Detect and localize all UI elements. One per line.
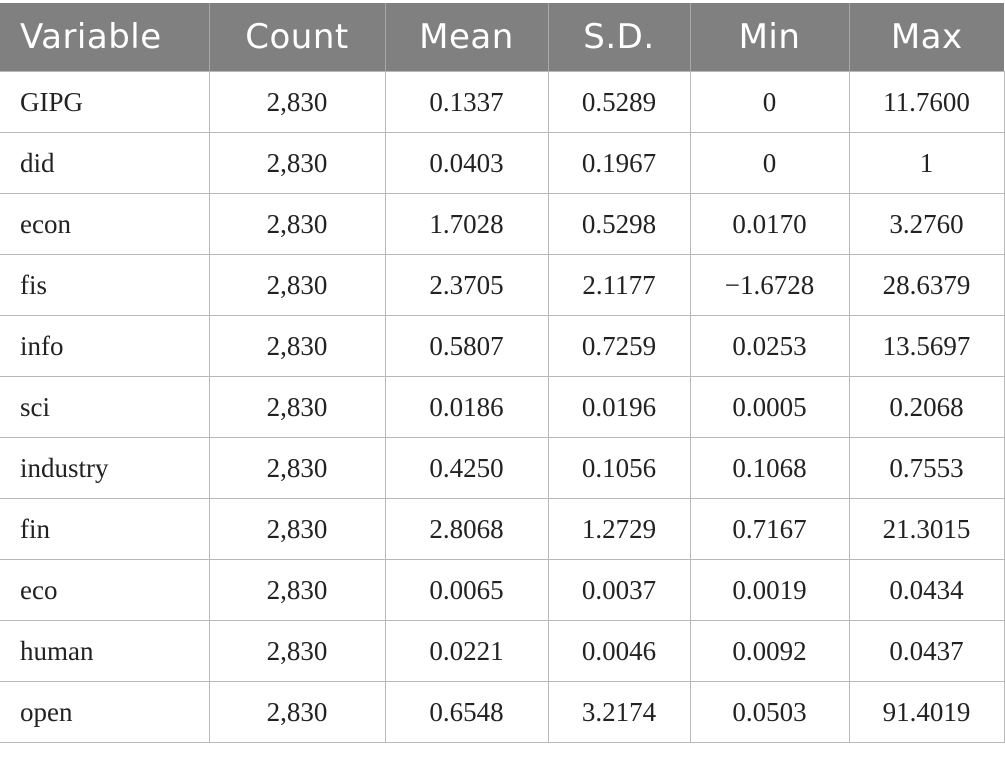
sd-cell: 0.0046	[547, 620, 691, 682]
descriptive-statistics-table: Variable Count Mean S.D. Min Max GIPG 2,8…	[0, 3, 1005, 743]
min-cell: 0.0503	[689, 681, 850, 743]
count-cell: 2,830	[208, 437, 386, 499]
mean-cell: 0.6548	[384, 681, 549, 743]
variable-cell: GIPG	[0, 71, 210, 133]
max-cell: 11.7600	[848, 71, 1005, 133]
mean-cell: 0.0186	[384, 376, 549, 438]
max-cell: 0.0434	[848, 559, 1005, 621]
table-row: GIPG 2,830 0.1337 0.5289 0 11.7600	[0, 71, 1005, 133]
max-cell: 1	[848, 132, 1005, 194]
min-cell: −1.6728	[689, 254, 850, 316]
variable-cell: did	[0, 132, 210, 194]
header-variable: Variable	[0, 3, 209, 72]
sd-cell: 3.2174	[547, 681, 691, 743]
count-cell: 2,830	[208, 620, 386, 682]
descriptive-statistics-table-container: Variable Count Mean S.D. Min Max GIPG 2,8…	[0, 3, 1005, 743]
variable-cell: econ	[0, 193, 210, 255]
table-row: open 2,830 0.6548 3.2174 0.0503 91.4019	[0, 681, 1005, 743]
variable-cell: fis	[0, 254, 210, 316]
min-cell: 0.7167	[689, 498, 850, 560]
table-row: eco 2,830 0.0065 0.0037 0.0019 0.0434	[0, 559, 1005, 621]
table-row: industry 2,830 0.4250 0.1056 0.1068 0.7553	[0, 437, 1005, 499]
count-cell: 2,830	[208, 559, 386, 621]
mean-cell: 0.1337	[384, 71, 549, 133]
header-mean: Mean	[384, 3, 548, 72]
table-row: info 2,830 0.5807 0.7259 0.0253 13.5697	[0, 315, 1005, 377]
count-cell: 2,830	[208, 254, 386, 316]
table-row: fis 2,830 2.3705 2.1177 −1.6728 28.6379	[0, 254, 1005, 316]
header-row: Variable Count Mean S.D. Min Max	[0, 3, 1004, 72]
max-cell: 0.2068	[848, 376, 1005, 438]
mean-cell: 0.0065	[384, 559, 549, 621]
count-cell: 2,830	[208, 71, 386, 133]
min-cell: 0.0019	[689, 559, 850, 621]
max-cell: 0.7553	[848, 437, 1005, 499]
min-cell: 0.0092	[689, 620, 850, 682]
min-cell: 0.0253	[689, 315, 850, 377]
max-cell: 21.3015	[848, 498, 1005, 560]
sd-cell: 0.0196	[547, 376, 691, 438]
sd-cell: 0.5289	[547, 71, 691, 133]
min-cell: 0.1068	[689, 437, 850, 499]
count-cell: 2,830	[208, 498, 386, 560]
header-sd: S.D.	[547, 3, 690, 72]
mean-cell: 0.0221	[384, 620, 549, 682]
count-cell: 2,830	[208, 376, 386, 438]
max-cell: 13.5697	[848, 315, 1005, 377]
table-body: GIPG 2,830 0.1337 0.5289 0 11.7600 did 2,830 0.0…	[0, 71, 1005, 743]
max-cell: 0.0437	[848, 620, 1005, 682]
mean-cell: 2.3705	[384, 254, 549, 316]
mean-cell: 0.0403	[384, 132, 549, 194]
header-count: Count	[208, 3, 385, 72]
table-row: fin 2,830 2.8068 1.2729 0.7167 21.3015	[0, 498, 1005, 560]
sd-cell: 0.1967	[547, 132, 691, 194]
header-min: Min	[689, 3, 849, 72]
sd-cell: 0.7259	[547, 315, 691, 377]
sd-cell: 1.2729	[547, 498, 691, 560]
sd-cell: 0.5298	[547, 193, 691, 255]
max-cell: 3.2760	[848, 193, 1005, 255]
variable-cell: human	[0, 620, 210, 682]
variable-cell: info	[0, 315, 210, 377]
count-cell: 2,830	[208, 193, 386, 255]
mean-cell: 0.5807	[384, 315, 549, 377]
mean-cell: 1.7028	[384, 193, 549, 255]
variable-cell: open	[0, 681, 210, 743]
variable-cell: eco	[0, 559, 210, 621]
count-cell: 2,830	[208, 132, 386, 194]
table-row: sci 2,830 0.0186 0.0196 0.0005 0.2068	[0, 376, 1005, 438]
max-cell: 91.4019	[848, 681, 1005, 743]
variable-cell: sci	[0, 376, 210, 438]
min-cell: 0.0170	[689, 193, 850, 255]
table-header: Variable Count Mean S.D. Min Max	[0, 3, 1004, 72]
mean-cell: 0.4250	[384, 437, 549, 499]
variable-cell: fin	[0, 498, 210, 560]
max-cell: 28.6379	[848, 254, 1005, 316]
count-cell: 2,830	[208, 315, 386, 377]
sd-cell: 0.1056	[547, 437, 691, 499]
min-cell: 0	[689, 132, 850, 194]
variable-cell: industry	[0, 437, 210, 499]
sd-cell: 0.0037	[547, 559, 691, 621]
min-cell: 0	[689, 71, 850, 133]
table-row: did 2,830 0.0403 0.1967 0 1	[0, 132, 1005, 194]
header-max: Max	[848, 3, 1004, 72]
mean-cell: 2.8068	[384, 498, 549, 560]
min-cell: 0.0005	[689, 376, 850, 438]
sd-cell: 2.1177	[547, 254, 691, 316]
count-cell: 2,830	[208, 681, 386, 743]
table-row: human 2,830 0.0221 0.0046 0.0092 0.0437	[0, 620, 1005, 682]
table-row: econ 2,830 1.7028 0.5298 0.0170 3.2760	[0, 193, 1005, 255]
